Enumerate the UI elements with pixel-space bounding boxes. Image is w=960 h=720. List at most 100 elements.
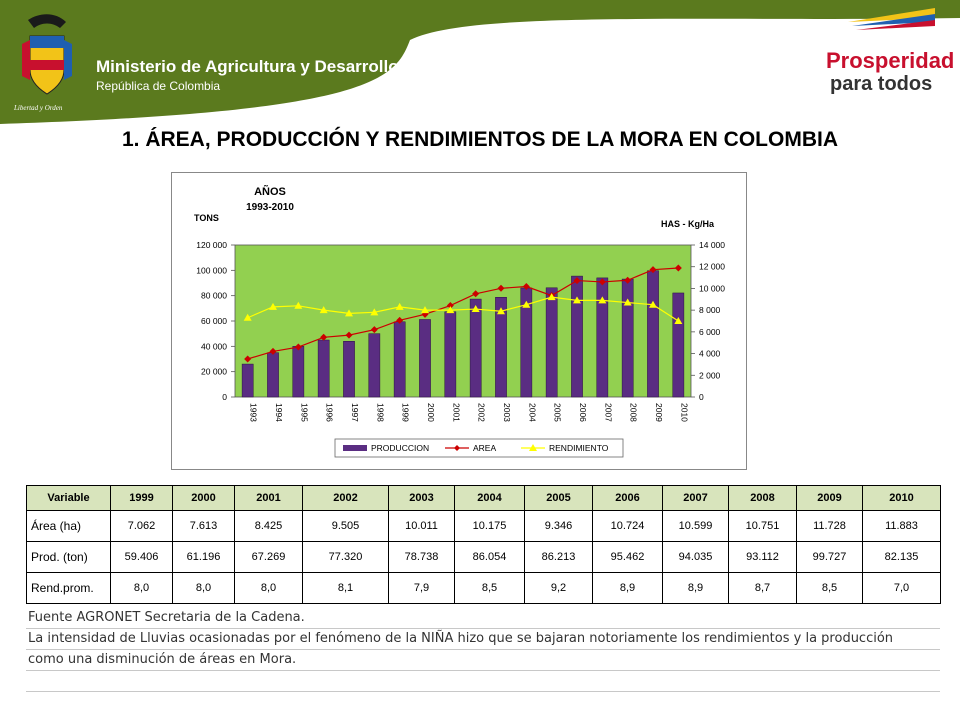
header-year: 2008 <box>728 485 797 511</box>
table-cell: 86.054 <box>454 541 525 573</box>
motto-text: Libertad y Orden <box>13 104 63 112</box>
table-cell: 94.035 <box>662 541 729 573</box>
header-year: 2010 <box>862 485 941 511</box>
area-point <box>244 355 252 363</box>
area-point <box>269 347 277 355</box>
x-tick-label: 2006 <box>578 403 588 422</box>
rendimiento-point <box>269 302 277 310</box>
area-point <box>294 343 302 351</box>
table-cell: 67.269 <box>234 541 303 573</box>
table-cell: 8,7 <box>728 572 797 604</box>
y-axis-label-right: HAS - Kg/Ha <box>661 219 715 229</box>
bar-produccion <box>292 346 305 398</box>
y-tick-label-right: 6 000 <box>699 327 721 337</box>
legend-produccion-swatch <box>343 445 367 451</box>
header-band: Libertad y Orden Prosperidad para todos <box>0 0 960 124</box>
x-tick-label: 1997 <box>350 403 360 422</box>
data-table: Variable 1999 2000 2001 2002 2003 2004 2005 2006… <box>26 485 941 604</box>
y-tick-label-left: 0 <box>222 392 227 402</box>
y-tick-label-left: 40 000 <box>201 341 227 351</box>
y-tick-label-right: 14 000 <box>699 240 725 250</box>
header-year: 2007 <box>662 485 729 511</box>
bar-produccion <box>267 352 279 398</box>
table-cell: 8,0 <box>234 572 303 604</box>
plot-area <box>234 244 692 398</box>
legend-frame <box>334 438 624 458</box>
table-cell: 8,9 <box>592 572 663 604</box>
area-point <box>396 316 404 324</box>
table-cell: 10.599 <box>662 510 729 542</box>
y-tick-label-right: 4 000 <box>699 349 721 359</box>
prosperidad-logo: Prosperidad para todos <box>826 8 954 95</box>
table-cell: 10.175 <box>454 510 525 542</box>
y-tick-label-left: 100 000 <box>196 265 227 275</box>
rendimiento-point <box>395 302 404 310</box>
header-year: 2006 <box>592 485 663 511</box>
rendimiento-point <box>497 307 505 315</box>
table-row: Prod. (ton) 59.406 61.196 67.269 77.320 78.73… <box>26 541 941 573</box>
table-cell: 61.196 <box>172 541 235 573</box>
note-source: Fuente AGRONET Secretaria de la Cadena. <box>26 608 940 629</box>
table-cell: 11.728 <box>796 510 863 542</box>
header-year: 2005 <box>524 485 593 511</box>
header-year: 2002 <box>302 485 389 511</box>
bar-produccion <box>419 319 431 398</box>
area-point <box>446 302 454 310</box>
rendimiento-point <box>345 309 353 317</box>
rendimiento-point <box>547 293 556 301</box>
table-cell: 9,2 <box>524 572 593 604</box>
bar-produccion <box>672 292 685 398</box>
area-point <box>573 277 581 285</box>
table-cell: 99.727 <box>796 541 863 573</box>
table-cell: 8,1 <box>302 572 389 604</box>
rendimiento-point <box>421 306 429 314</box>
y-tick-label-left: 120 000 <box>196 240 227 250</box>
x-tick-label: 2002 <box>477 403 487 422</box>
rendimiento-point <box>370 308 379 316</box>
area-point <box>598 278 606 286</box>
republic-name: República de Colombia <box>96 79 221 93</box>
bar-produccion <box>393 321 406 398</box>
table-cell: 7.613 <box>172 510 235 542</box>
rendimiento-line <box>247 296 679 322</box>
x-tick-label: 2008 <box>629 403 639 422</box>
table-cell: 78.738 <box>388 541 455 573</box>
x-tick-label: 2005 <box>553 403 563 422</box>
bar-produccion <box>545 287 558 398</box>
area-point <box>320 333 328 341</box>
table-cell: 8,0 <box>172 572 235 604</box>
bar-produccion <box>241 363 254 398</box>
notes: Fuente AGRONET Secretaria de la Cadena. … <box>26 608 940 692</box>
y-axis-label-left: TONS <box>194 213 219 223</box>
bar-produccion <box>495 297 507 398</box>
area-point <box>522 283 530 291</box>
x-tick-label: 1998 <box>375 403 385 422</box>
y-tick-label-right: 0 <box>699 392 704 402</box>
page-title: 1. ÁREA, PRODUCCIÓN Y RENDIMIENTOS DE LA… <box>122 128 838 151</box>
table-header-row: Variable 1999 2000 2001 2002 2003 2004 2005 2006… <box>26 485 941 511</box>
area-point <box>649 266 657 274</box>
table-cell: 93.112 <box>728 541 797 573</box>
area-point <box>674 264 682 272</box>
table-cell: 59.406 <box>110 541 173 573</box>
x-tick-label: 2004 <box>527 403 537 422</box>
note-line-1: La intensidad de Lluvias ocasionadas por… <box>26 629 940 650</box>
y-tick-label-right: 2 000 <box>699 370 721 380</box>
bar-produccion <box>596 277 609 398</box>
header-year: 2001 <box>234 485 303 511</box>
x-tick-label: 2001 <box>451 403 461 422</box>
y-tick-label-left: 80 000 <box>201 291 227 301</box>
header-year: 2009 <box>796 485 863 511</box>
legend-area-marker <box>454 445 460 451</box>
bar-produccion <box>571 275 583 398</box>
table-cell: 77.320 <box>302 541 389 573</box>
table-cell: 82.135 <box>862 541 941 573</box>
area-line <box>247 267 679 360</box>
table-cell: 8,5 <box>454 572 525 604</box>
chart-title: AÑOS <box>254 185 286 198</box>
table-cell: 7,0 <box>862 572 941 604</box>
bar-produccion <box>647 270 659 398</box>
header-year: 2000 <box>172 485 235 511</box>
x-tick-label: 1993 <box>249 403 259 422</box>
bar-produccion <box>444 311 457 398</box>
